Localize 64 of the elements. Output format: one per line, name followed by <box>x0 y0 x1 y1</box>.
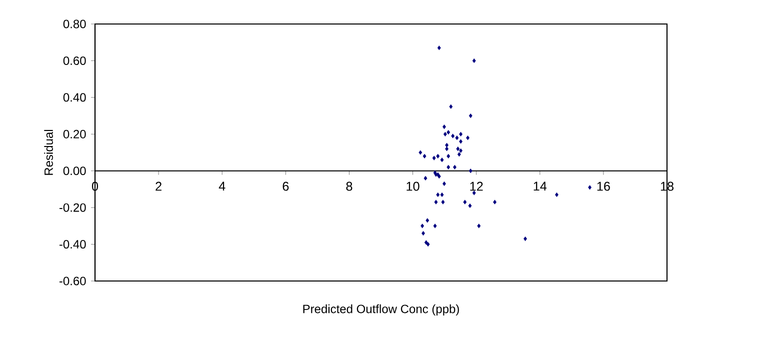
point <box>446 130 450 134</box>
y-tick-label: 0.00 <box>63 166 86 176</box>
x-tick-label: 16 <box>597 182 610 191</box>
point <box>422 154 426 158</box>
point <box>463 200 467 204</box>
point <box>446 154 450 158</box>
point <box>455 136 459 140</box>
point <box>424 176 428 180</box>
point <box>432 156 436 160</box>
point <box>468 204 472 208</box>
x-tick-label: 2 <box>156 182 162 191</box>
point <box>442 124 446 129</box>
point <box>555 192 558 197</box>
point <box>524 236 527 241</box>
point <box>440 192 444 197</box>
x-tick-label: 10 <box>406 182 420 191</box>
y-tick-label: 0.40 <box>63 93 86 102</box>
y-tick-label: 0.80 <box>63 20 86 28</box>
y-tick-label: -0.40 <box>59 240 86 249</box>
x-tick-label: 4 <box>218 182 226 191</box>
point <box>445 143 448 148</box>
point <box>424 240 428 245</box>
y-axis-title: Residual <box>44 130 53 175</box>
point <box>493 200 496 204</box>
point <box>444 132 447 136</box>
point <box>446 165 450 170</box>
point <box>588 185 592 190</box>
point <box>458 152 461 156</box>
point <box>445 146 448 151</box>
point <box>437 46 441 50</box>
point <box>436 154 440 158</box>
point <box>426 242 430 246</box>
point <box>472 190 476 196</box>
point <box>468 168 472 173</box>
x-tick-label: 14 <box>534 182 547 191</box>
y-tick-label: -0.20 <box>59 203 86 212</box>
y-tick-label: 0.60 <box>63 56 86 65</box>
point <box>422 231 425 236</box>
point <box>433 224 437 228</box>
point <box>442 182 446 186</box>
x-tick-label: 8 <box>346 182 352 191</box>
point <box>459 148 462 153</box>
point <box>459 132 462 136</box>
point <box>436 192 440 197</box>
point <box>418 150 422 155</box>
point <box>472 58 476 63</box>
point <box>456 146 460 151</box>
point <box>451 134 454 138</box>
point <box>440 158 444 162</box>
point <box>441 200 445 204</box>
point <box>426 218 430 223</box>
x-axis-title: Predicted Outflow Conc (ppb) <box>303 304 459 316</box>
point <box>459 139 462 144</box>
x-tick-label: 6 <box>282 182 289 191</box>
point <box>453 165 456 170</box>
y-tick-label: 0.20 <box>63 130 86 138</box>
point <box>434 200 438 204</box>
point <box>420 224 424 228</box>
x-tick-label: 12 <box>470 182 483 191</box>
y-tick-label: -0.60 <box>59 276 86 286</box>
point <box>449 104 453 109</box>
point <box>466 136 470 140</box>
point <box>477 224 481 228</box>
point <box>468 114 472 118</box>
